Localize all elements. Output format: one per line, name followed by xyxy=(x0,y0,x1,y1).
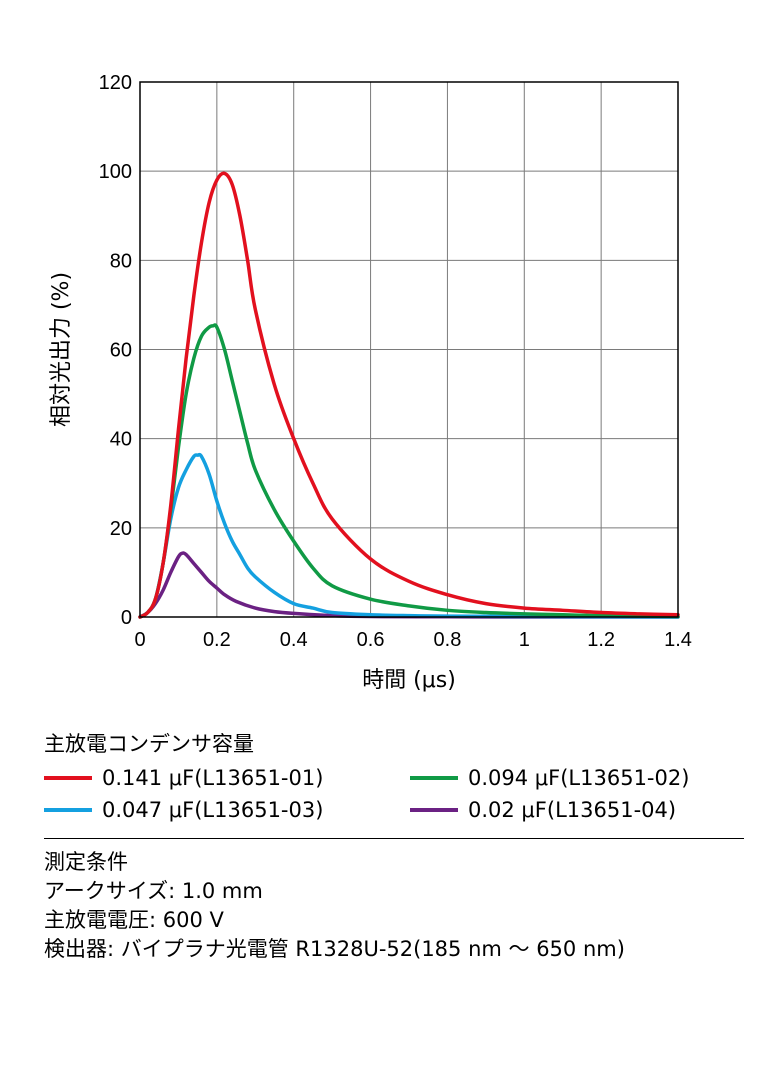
x-tick-labels: 0 0.2 0.4 0.6 0.8 1 1.2 1.4 xyxy=(134,629,691,651)
legend-label: 0.02 μF(L13651-04) xyxy=(468,798,677,822)
y-axis-title: 相対光出力 (%) xyxy=(49,272,74,427)
condition-arc-size: アークサイズ: 1.0 mm xyxy=(44,879,263,903)
legend-label: 0.141 μF(L13651-01) xyxy=(102,766,324,790)
series-line-0094uf xyxy=(138,323,680,619)
legend: 主放電コンデンサ容量 0.141 μF(L13651-01) 0.094 μF(… xyxy=(44,728,744,824)
y-tick-label: 100 xyxy=(99,161,132,183)
series-line-0141uf xyxy=(138,171,680,619)
legend-item-0094uf: 0.094 μF(L13651-02) xyxy=(410,764,730,792)
section-divider xyxy=(44,838,744,839)
light-output-chart: 0 0.2 0.4 0.6 0.8 1 1.2 1.4 0 20 40 60 80 100 120 時間 … xyxy=(49,72,692,693)
y-tick-labels: 0 20 40 60 80 100 120 xyxy=(99,72,132,629)
y-tick-label: 40 xyxy=(110,429,132,451)
x-tick-label: 0.4 xyxy=(280,629,308,651)
legend-grid: 0.141 μF(L13651-01) 0.094 μF(L13651-02) … xyxy=(44,764,744,824)
condition-detector: 検出器: バイプラナ光電管 R1328U-52(185 nm ～ 650 nm) xyxy=(44,937,625,961)
y-tick-label: 80 xyxy=(110,250,132,272)
x-tick-label: 0.2 xyxy=(203,629,231,651)
condition-voltage: 主放電電圧: 600 V xyxy=(44,908,224,932)
legend-label: 0.094 μF(L13651-02) xyxy=(468,766,690,790)
plot-frame xyxy=(139,81,679,618)
legend-item-0141uf: 0.141 μF(L13651-01) xyxy=(44,764,410,792)
chart-grid xyxy=(139,81,679,618)
y-tick-label: 20 xyxy=(110,518,132,540)
legend-swatch-green xyxy=(410,776,458,780)
y-tick-label: 60 xyxy=(110,340,132,362)
x-tick-label: 1 xyxy=(519,629,530,651)
x-tick-label: 1.2 xyxy=(587,629,615,651)
legend-item-002uf: 0.02 μF(L13651-04) xyxy=(410,796,730,824)
x-tick-label: 1.4 xyxy=(664,629,692,651)
series-line-0047uf xyxy=(138,452,680,619)
legend-item-0047uf: 0.047 μF(L13651-03) xyxy=(44,796,410,824)
y-tick-label: 120 xyxy=(99,72,132,94)
x-tick-label: 0.6 xyxy=(357,629,385,651)
measurement-conditions: 測定条件 アークサイズ: 1.0 mm 主放電電圧: 600 V 検出器: バイ… xyxy=(44,848,625,964)
chart-series xyxy=(138,171,680,619)
x-axis-title: 時間 (μs) xyxy=(362,668,456,693)
y-tick-label: 0 xyxy=(121,607,132,629)
legend-swatch-blue xyxy=(44,808,92,812)
x-tick-label: 0.8 xyxy=(434,629,462,651)
legend-swatch-red xyxy=(44,776,92,780)
x-tick-label: 0 xyxy=(134,629,145,651)
legend-swatch-purple xyxy=(410,808,458,812)
legend-title: 主放電コンデンサ容量 xyxy=(44,732,254,756)
legend-label: 0.047 μF(L13651-03) xyxy=(102,798,324,822)
conditions-heading: 測定条件 xyxy=(44,850,128,874)
